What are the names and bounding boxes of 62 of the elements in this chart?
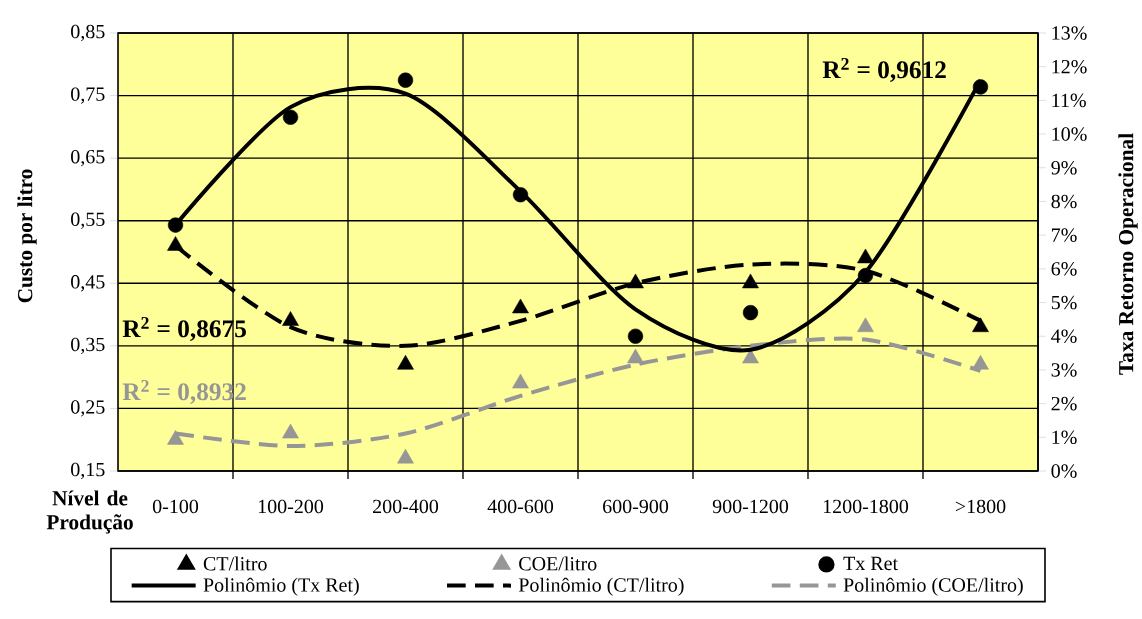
point <box>512 298 529 314</box>
point <box>627 273 644 289</box>
point <box>972 79 989 95</box>
y2-tick-label: 6% <box>1051 262 1077 276</box>
point <box>512 187 529 203</box>
y-tick-label: 0,85 <box>71 24 105 42</box>
legend-label: Polinômio (CT/litro) <box>518 577 684 596</box>
x-tick-label: 200-400 <box>373 499 439 514</box>
y2-tick-label: 3% <box>1051 363 1077 377</box>
y2-tick-label: 0% <box>1051 464 1077 478</box>
x-tick-label: 100-200 <box>258 499 324 514</box>
point <box>397 72 414 88</box>
point <box>397 355 414 370</box>
y2-tick-label: 5% <box>1051 295 1077 310</box>
y-tick-label: 0,55 <box>71 212 105 229</box>
y2-axis-title: Taxa Retorno Operacional <box>1118 133 1138 375</box>
y2-tick-label: 13% <box>1052 26 1087 40</box>
x-axis-title: Nível de Produção <box>46 490 133 534</box>
x-tick-label: 400-600 <box>487 499 554 514</box>
point <box>167 430 184 445</box>
point <box>397 448 414 464</box>
point <box>627 348 644 364</box>
x-tick-label: 900-1200 <box>712 499 789 514</box>
legend-label: CT/litro <box>203 556 267 571</box>
point <box>857 248 874 264</box>
point <box>972 355 989 370</box>
y2-tick-label: 9% <box>1051 160 1077 175</box>
point <box>282 109 299 125</box>
y2-tick-label: 12% <box>1052 59 1087 74</box>
point <box>972 317 989 333</box>
y2-tick-label: 10% <box>1052 127 1087 141</box>
x-tick-label: 0-100 <box>152 499 199 514</box>
point <box>742 305 759 321</box>
y-tick-label: 0,75 <box>71 87 105 104</box>
point <box>167 217 184 233</box>
point <box>512 373 529 389</box>
y2-tick-label: 7% <box>1052 228 1077 242</box>
y2-tick-label: 2% <box>1051 396 1077 411</box>
y2-tick-label: 8% <box>1051 194 1077 209</box>
x-tick-label: 1200-1800 <box>823 499 909 514</box>
point <box>282 311 299 326</box>
point <box>282 423 299 439</box>
point <box>627 328 644 344</box>
legend-label: Polinômio (Tx Ret) <box>203 577 359 596</box>
y-tick-label: 0,35 <box>71 337 105 355</box>
y2-tick-label: 11% <box>1052 93 1086 108</box>
point <box>857 267 874 284</box>
x-tick-label: >1800 <box>955 499 1006 514</box>
y-tick-label: 0,65 <box>71 149 105 167</box>
y-axis-title: Custo por litro <box>17 169 37 303</box>
y-tick-label: 0,25 <box>71 400 105 417</box>
point <box>742 273 759 289</box>
legend-label: Polinômio (COE/litro) <box>843 577 1023 596</box>
point <box>857 317 874 333</box>
y-tick-label: 0,15 <box>71 462 105 480</box>
x-tick-label: 600-900 <box>603 499 669 514</box>
y2-tick-label: 1% <box>1052 430 1077 445</box>
point <box>167 236 184 251</box>
legend-label: Tx Ret <box>843 556 898 571</box>
y2-tick-label: 4% <box>1051 329 1077 344</box>
legend-label: COE/litro <box>519 556 597 571</box>
y-tick-label: 0,45 <box>71 275 105 292</box>
